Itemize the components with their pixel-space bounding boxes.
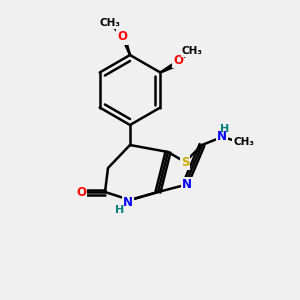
Text: O: O (173, 54, 183, 67)
Text: CH₃: CH₃ (100, 18, 121, 28)
Text: N: N (123, 196, 133, 208)
Text: H: H (220, 124, 230, 134)
Text: O: O (76, 185, 86, 199)
Text: S: S (181, 155, 189, 169)
Text: N: N (182, 178, 192, 191)
Text: O: O (117, 31, 127, 44)
Text: CH₃: CH₃ (233, 137, 254, 147)
Text: N: N (217, 130, 227, 143)
Text: CH₃: CH₃ (182, 46, 203, 56)
Text: H: H (116, 205, 124, 215)
